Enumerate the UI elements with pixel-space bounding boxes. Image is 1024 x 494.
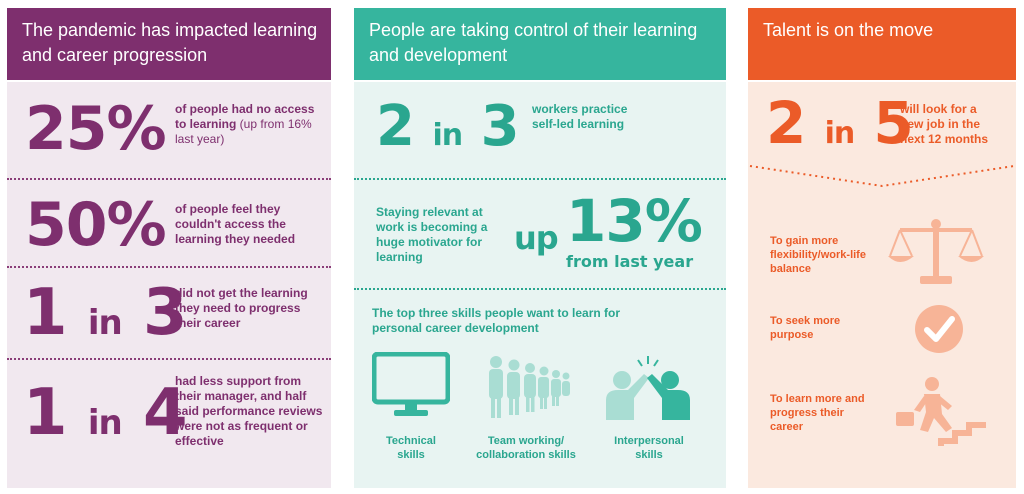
panel-title: People are taking control of their learn… [354,8,726,80]
panel-pandemic-impact: The pandemic has impacted learning and c… [7,8,331,488]
divider [7,358,331,360]
scales-icon [888,219,984,284]
stat-figure: 2 in 3 [376,92,520,171]
stat-new-job: 2 in 5 will look for a new job in the ne… [748,82,1016,168]
figure-b: 5 [873,89,913,157]
figure-in: in [432,118,463,153]
figure-a: 2 [766,89,806,157]
figure-a: 2 [376,94,415,159]
stat-text: of people had no access to learning (up … [175,102,325,147]
stat-figure: 2 in 5 [766,88,914,169]
panel-title: Talent is on the move [748,8,1016,80]
stat-text: did not get the learning they need to pr… [175,286,308,330]
stat-text: of people feel they couldn't access the … [175,202,296,246]
divider [354,178,726,180]
reason-label-purpose: To seek more purpose [770,315,841,341]
divider [7,178,331,180]
figure-b: 3 [480,94,520,159]
chevron-divider [749,165,1015,188]
stat-access-learning: 25% of people had no access to learning … [7,82,331,178]
stat-couldnt-access: 50% of people feel they couldn't access … [7,180,331,266]
panel-body: 25% of people had no access to learning … [7,82,331,488]
panel-body: 2 in 5 will look for a new job in the ne… [748,82,1016,488]
skill-label-interpersonal: Interpersonal skills [614,435,684,461]
figure-a: 1 [23,376,68,450]
panel-body: 2 in 3 workers practice self-led learnin… [354,82,726,488]
people-group-icon [489,356,570,418]
figure-b: 4 [142,376,188,450]
stat-staying-relevant: Staying relevant at work is becoming a h… [354,180,726,288]
stat-text: Staying relevant at work is becoming a h… [376,205,488,264]
stat-progress-career: 1 in 3 did not get the learning they nee… [7,268,331,358]
stat-figure: 50% [25,190,167,260]
stat-text: workers practice self-led learning [532,102,628,131]
skill-label-teamwork: Team working/ collaboration skills [476,435,576,461]
figure-a: 1 [23,276,68,350]
figure-in: in [824,116,856,151]
stat-prefix: up [514,219,559,257]
stat-text-note: (up from 16% last year) [175,117,312,146]
figure-b: 3 [142,276,188,350]
panel-taking-control: People are taking control of their learn… [354,8,726,488]
divider [354,288,726,290]
panel-talent-moving: Talent is on the move 2 in 5 will look f… [748,8,1016,488]
figure-in: in [87,303,123,343]
stat-manager-support: 1 in 4 had less support from their manag… [7,360,331,488]
stat-text-main: of people had no access to learning [175,102,315,131]
skills-intro: The top three skills people want to lear… [372,306,621,335]
skill-label-technical: Technical skills [386,435,436,461]
panel-title: The pandemic has impacted learning and c… [7,8,331,80]
stat-figure: 25% [25,94,167,164]
reason-label-flexibility: To gain more flexibility/work-life balan… [770,235,866,275]
stat-figure: 1 in 3 [23,276,188,360]
climbing-stairs-icon [896,377,986,446]
reason-label-progress: To learn more and progress their career [770,393,865,433]
stat-figure: 1 in 4 [23,376,188,460]
stat-text: will look for a new job in the next 12 m… [900,102,989,146]
monitor-icon [372,352,450,416]
stat-figure: 13% [566,187,703,255]
checkmark-circle-icon [915,305,963,353]
figure-in: in [87,403,123,443]
stat-self-led: 2 in 3 workers practice self-led learnin… [354,82,726,178]
divider [7,266,331,268]
stat-suffix: from last year [566,252,694,271]
high-five-icon [606,356,690,420]
stat-text: had less support from their manager, and… [175,374,323,448]
